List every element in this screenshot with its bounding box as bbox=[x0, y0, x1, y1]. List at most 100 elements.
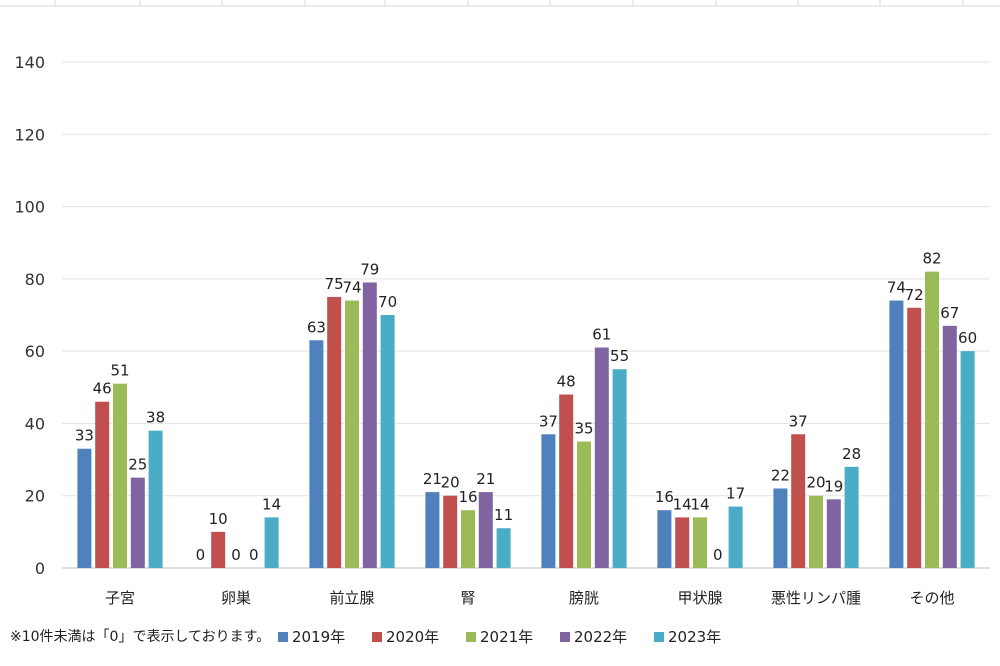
legend-label: 2022年 bbox=[574, 628, 627, 646]
data-label: 14 bbox=[690, 495, 709, 513]
data-label: 74 bbox=[887, 279, 906, 297]
legend-label: 2019年 bbox=[292, 628, 345, 646]
bar bbox=[942, 325, 957, 568]
bar bbox=[693, 517, 707, 568]
bar bbox=[925, 271, 939, 568]
bar bbox=[443, 495, 458, 568]
legend-swatch bbox=[654, 632, 664, 642]
legend-swatch bbox=[466, 632, 476, 642]
data-label: 16 bbox=[458, 488, 477, 506]
category-label: 甲状腺 bbox=[677, 589, 722, 607]
bar bbox=[425, 492, 440, 568]
data-label: 0 bbox=[231, 546, 241, 564]
data-label: 28 bbox=[842, 445, 861, 463]
legend-swatch bbox=[372, 632, 382, 642]
bar bbox=[675, 517, 690, 568]
data-label: 14 bbox=[673, 495, 692, 513]
data-label: 11 bbox=[494, 506, 513, 524]
y-tick-label: 100 bbox=[14, 198, 45, 217]
y-tick-label: 0 bbox=[35, 559, 45, 578]
bar bbox=[362, 282, 377, 568]
bar bbox=[461, 510, 475, 568]
bar bbox=[264, 517, 279, 568]
bar bbox=[77, 448, 92, 568]
bar bbox=[148, 430, 163, 568]
top-border-ticks bbox=[0, 0, 1000, 7]
data-label: 67 bbox=[940, 304, 959, 322]
bar bbox=[773, 488, 788, 568]
data-label: 17 bbox=[726, 485, 745, 503]
bar bbox=[559, 394, 574, 568]
bar bbox=[113, 383, 127, 568]
data-label: 19 bbox=[824, 477, 843, 495]
data-label: 20 bbox=[441, 474, 460, 492]
data-label: 63 bbox=[307, 318, 326, 336]
category-label: 子宮 bbox=[105, 589, 135, 607]
y-tick-label: 20 bbox=[25, 487, 45, 506]
bar bbox=[612, 369, 627, 568]
y-tick-label: 120 bbox=[14, 125, 45, 144]
data-label: 51 bbox=[110, 362, 129, 380]
bar bbox=[889, 300, 904, 568]
bar bbox=[791, 434, 806, 568]
data-label: 16 bbox=[655, 488, 674, 506]
category-label: 悪性リンパ腫 bbox=[771, 589, 861, 607]
data-label: 14 bbox=[262, 495, 281, 513]
data-label: 70 bbox=[378, 293, 397, 311]
bar bbox=[809, 495, 823, 568]
y-tick-label: 40 bbox=[25, 414, 45, 433]
data-label: 72 bbox=[905, 286, 924, 304]
data-label: 75 bbox=[325, 275, 344, 293]
bar bbox=[211, 531, 226, 568]
y-tick-label: 60 bbox=[25, 342, 45, 361]
category-labels: 子宮 卵巣 前立腺 腎 膀胱 甲状腺 悪性リンパ腫 その他 bbox=[105, 589, 955, 607]
bar bbox=[594, 347, 609, 568]
data-label: 60 bbox=[958, 329, 977, 347]
bar bbox=[577, 441, 591, 568]
category-label: その他 bbox=[909, 589, 954, 607]
category-label: 腎 bbox=[460, 589, 475, 607]
data-label: 25 bbox=[128, 456, 147, 474]
data-label: 46 bbox=[93, 380, 112, 398]
data-label: 74 bbox=[342, 279, 361, 297]
data-label: 10 bbox=[209, 510, 228, 528]
bar bbox=[496, 528, 511, 568]
data-label: 20 bbox=[806, 474, 825, 492]
data-label: 33 bbox=[75, 427, 94, 445]
data-label: 35 bbox=[574, 420, 593, 438]
bar bbox=[327, 296, 342, 568]
data-label: 22 bbox=[771, 466, 790, 484]
bar bbox=[541, 434, 556, 568]
data-label: 55 bbox=[610, 347, 629, 365]
footnote: ※10件未満は「0」で表示しております。 bbox=[10, 629, 271, 645]
legend-swatch bbox=[278, 632, 288, 642]
bar bbox=[380, 315, 395, 568]
legend-label: 2020年 bbox=[386, 628, 439, 646]
data-label: 82 bbox=[922, 250, 941, 268]
category-label: 前立腺 bbox=[329, 589, 374, 607]
data-label: 61 bbox=[592, 326, 611, 344]
legend-label: 2023年 bbox=[668, 628, 721, 646]
category-label: 膀胱 bbox=[569, 589, 599, 607]
data-label: 0 bbox=[249, 546, 259, 564]
bars bbox=[77, 271, 975, 568]
bar bbox=[728, 506, 743, 568]
bar bbox=[826, 499, 841, 568]
data-label: 21 bbox=[476, 470, 495, 488]
bar bbox=[309, 340, 324, 568]
bar bbox=[95, 401, 110, 568]
y-tick-label: 80 bbox=[25, 270, 45, 289]
data-label: 0 bbox=[713, 546, 723, 564]
data-label: 38 bbox=[146, 409, 165, 427]
bar bbox=[907, 307, 922, 568]
data-label: 79 bbox=[360, 260, 379, 278]
bar bbox=[960, 351, 975, 568]
category-label: 卵巣 bbox=[221, 589, 251, 607]
bar bbox=[345, 300, 359, 568]
bar bbox=[844, 466, 859, 568]
y-axis-tick-labels: 0 20 40 60 80 100 120 140 bbox=[14, 53, 45, 578]
legend-swatch bbox=[560, 632, 570, 642]
legend: 2019年 2020年 2021年 2022年 2023年 bbox=[278, 628, 721, 646]
